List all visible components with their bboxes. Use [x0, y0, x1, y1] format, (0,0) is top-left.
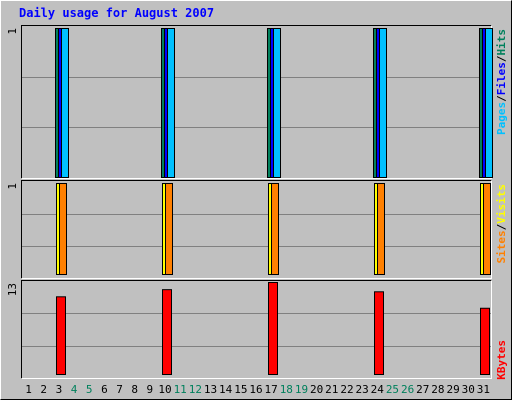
x-tick-label-day-8: 8 — [131, 383, 138, 396]
panel-3-legend: KBytes — [495, 340, 508, 380]
x-tick-label-day-3: 3 — [56, 383, 63, 396]
legend-files: Files — [495, 62, 508, 95]
bar-kbytes-day-10 — [162, 289, 172, 375]
bar-sites-day-24 — [377, 183, 385, 275]
bar-pages-day-31 — [485, 28, 493, 178]
panel-2-ymax-label: 1 — [6, 183, 19, 190]
legend-sites: Sites — [495, 230, 508, 263]
legend-visits: Visits — [495, 184, 508, 224]
bar-sites-day-10 — [165, 183, 173, 275]
bar-kbytes-day-3 — [56, 296, 66, 375]
x-tick-label-day-16: 16 — [249, 383, 262, 396]
bar-kbytes-day-31 — [480, 307, 490, 375]
bar-pages-day-17 — [273, 28, 281, 178]
panel-1-ymax-label: 1 — [6, 28, 19, 35]
bar-kbytes-day-24 — [374, 291, 384, 375]
x-tick-label-day-19: 19 — [295, 383, 308, 396]
panel-2-border-light — [21, 180, 492, 279]
x-tick-label-day-14: 14 — [219, 383, 233, 396]
chart-title: Daily usage for August 2007 — [19, 6, 214, 20]
panel-2-border-dark — [21, 180, 492, 279]
x-tick-label-day-25: 25 — [386, 383, 399, 396]
panel-3-background — [21, 280, 491, 378]
x-tick-label-day-1: 1 — [25, 383, 32, 396]
x-tick-label-day-30: 30 — [462, 383, 475, 396]
x-tick-label-day-2: 2 — [40, 383, 47, 396]
panel-1-legend: Pages/Files/Hits — [495, 29, 508, 135]
x-tick-label-day-4: 4 — [71, 383, 78, 396]
x-tick-label-day-12: 12 — [189, 383, 202, 396]
x-tick-label-day-22: 22 — [340, 383, 353, 396]
bar-pages-day-10 — [167, 28, 175, 178]
x-tick-label-day-15: 15 — [234, 383, 247, 396]
panel-2-legend: Sites/Visits — [495, 184, 508, 264]
bar-sites-day-3 — [59, 183, 67, 275]
x-tick-label-day-6: 6 — [101, 383, 108, 396]
x-tick-label-day-7: 7 — [116, 383, 123, 396]
legend-separator: / — [495, 223, 508, 230]
x-tick-label-day-27: 27 — [416, 383, 429, 396]
bar-pages-day-24 — [379, 28, 387, 178]
x-tick-label-day-21: 21 — [325, 383, 338, 396]
x-tick-label-day-31: 31 — [477, 383, 490, 396]
bar-pages-day-3 — [61, 28, 69, 178]
x-tick-label-day-5: 5 — [86, 383, 93, 396]
bar-kbytes-day-17 — [268, 282, 278, 375]
panel-3-border-light — [21, 280, 492, 379]
x-tick-label-day-17: 17 — [265, 383, 278, 396]
legend-separator: / — [495, 55, 508, 62]
x-tick-label-day-11: 11 — [174, 383, 187, 396]
panel-1-background — [21, 25, 491, 178]
panel-2-background — [21, 180, 491, 278]
bar-sites-day-17 — [271, 183, 279, 275]
x-tick-label-day-28: 28 — [431, 383, 444, 396]
x-tick-label-day-23: 23 — [356, 383, 369, 396]
x-tick-label-day-20: 20 — [310, 383, 323, 396]
bar-sites-day-31 — [483, 183, 491, 275]
x-tick-label-day-26: 26 — [401, 383, 414, 396]
panel-1-border-dark — [21, 25, 492, 179]
legend-pages: Pages — [495, 102, 508, 135]
legend-hits: Hits — [495, 29, 508, 56]
x-tick-label-day-24: 24 — [371, 383, 385, 396]
panel-3-border-dark — [21, 280, 492, 379]
x-tick-label-day-10: 10 — [158, 383, 171, 396]
x-tick-label-day-29: 29 — [446, 383, 459, 396]
x-tick-label-day-18: 18 — [280, 383, 293, 396]
legend-separator: / — [495, 95, 508, 102]
panel-3-ymax-label: 13 — [6, 283, 19, 296]
legend-kbytes: KBytes — [495, 340, 508, 380]
x-tick-label-day-9: 9 — [147, 383, 154, 396]
x-tick-label-day-13: 13 — [204, 383, 217, 396]
